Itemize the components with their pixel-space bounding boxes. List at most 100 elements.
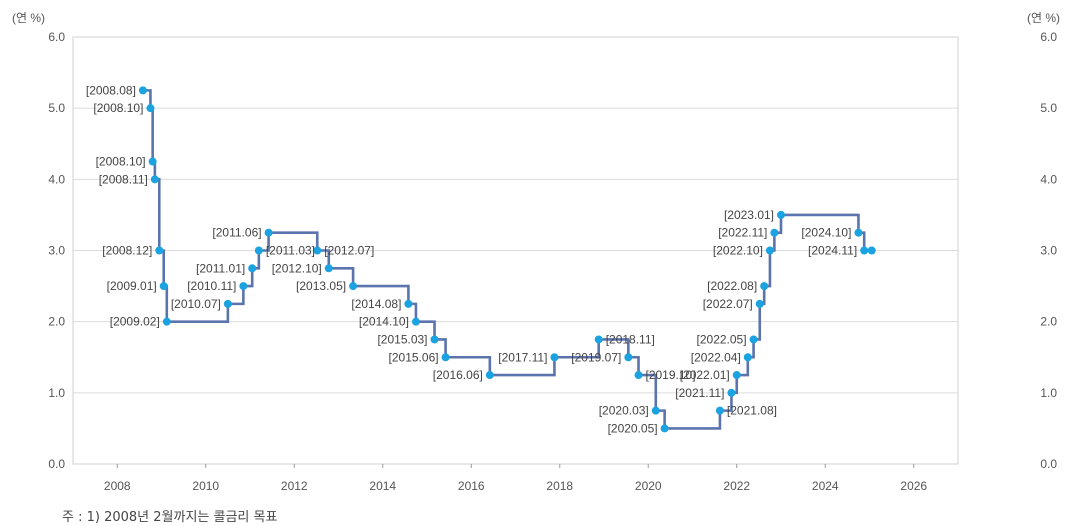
data-point-29 xyxy=(743,353,752,362)
data-point-4 xyxy=(155,246,164,255)
data-point-0 xyxy=(138,86,147,95)
data-label-1: [2008.10] xyxy=(93,101,143,115)
x-tick-6: 2020 xyxy=(635,479,662,493)
data-point-20 xyxy=(550,353,559,362)
data-label-31: [2022.07] xyxy=(703,297,753,311)
y-tick-right-6: 6.0 xyxy=(1040,30,1057,44)
data-point-21 xyxy=(594,335,603,344)
data-label-5: [2009.01] xyxy=(107,279,157,293)
x-tick-4: 2016 xyxy=(458,479,485,493)
y-tick-left-0: 0.0 xyxy=(48,457,65,471)
y-tick-left-3: 3.0 xyxy=(48,244,65,258)
y-tick-left-4: 4.0 xyxy=(48,172,65,186)
data-point-14 xyxy=(349,282,358,291)
data-point-9 xyxy=(248,264,257,273)
data-point-23 xyxy=(634,371,643,380)
data-label-34: [2022.11] xyxy=(718,226,767,240)
data-point-6 xyxy=(162,317,171,326)
data-point-3 xyxy=(150,175,159,184)
x-tick-0: 2008 xyxy=(104,479,131,493)
data-label-21: [2018.11] xyxy=(606,332,655,346)
data-label-30: [2022.05] xyxy=(697,332,747,346)
data-point-10 xyxy=(254,246,263,255)
series-line xyxy=(142,89,872,430)
data-point-12 xyxy=(313,246,322,255)
data-label-23: [2019.10] xyxy=(646,368,696,382)
data-label-12: [2012.07] xyxy=(324,244,374,258)
y-tick-right-0: 0.0 xyxy=(1040,457,1057,471)
data-label-7: [2010.07] xyxy=(171,297,221,311)
data-label-13: [2012.10] xyxy=(272,261,322,275)
y-tick-right-3: 3.0 xyxy=(1040,244,1057,258)
data-label-14: [2013.05] xyxy=(296,279,346,293)
data-label-11: [2011.06] xyxy=(212,226,261,240)
data-point-31 xyxy=(755,299,764,308)
data-label-25: [2020.05] xyxy=(608,421,658,435)
data-point-18 xyxy=(441,353,450,362)
x-tick-5: 2018 xyxy=(546,479,573,493)
data-point-13 xyxy=(324,264,333,273)
plot-frame xyxy=(72,36,959,465)
data-label-20: [2017.11] xyxy=(498,350,547,364)
x-tick-7: 2022 xyxy=(723,479,750,493)
y-tick-left-6: 6.0 xyxy=(48,30,65,44)
right-y-axis: 0.0 1.0 2.0 3.0 4.0 5.0 6.0 xyxy=(1040,30,1057,471)
data-label-37: [2024.11] xyxy=(808,244,857,258)
data-label-26: [2021.08] xyxy=(727,404,777,418)
data-label-32: [2022.08] xyxy=(707,279,757,293)
left-y-axis: 0.0 1.0 2.0 3.0 4.0 5.0 6.0 xyxy=(48,30,65,471)
data-point-38 xyxy=(867,246,876,255)
y-tick-right-2: 2.0 xyxy=(1040,315,1057,329)
data-point-16 xyxy=(411,317,420,326)
data-point-35 xyxy=(777,210,785,219)
data-point-26 xyxy=(715,406,724,415)
data-label-17: [2015.03] xyxy=(377,332,427,346)
y-tick-left-5: 5.0 xyxy=(48,101,65,115)
data-point-5 xyxy=(159,282,168,291)
data-label-15: [2014.08] xyxy=(351,297,401,311)
data-point-17 xyxy=(430,335,439,344)
left-axis-unit: (연 %) xyxy=(12,11,45,25)
point-labels: [2008.08] [2008.10] [2008.10] [2008.11] [200… xyxy=(86,83,857,435)
data-point-36 xyxy=(854,228,863,237)
y-tick-left-2: 2.0 xyxy=(48,315,65,329)
data-point-25 xyxy=(660,424,669,433)
data-label-6: [2009.02] xyxy=(110,315,160,329)
data-point-24 xyxy=(651,406,660,415)
data-label-19: [2016.06] xyxy=(433,368,483,382)
y-tick-right-5: 5.0 xyxy=(1040,101,1057,115)
data-label-2: [2008.10] xyxy=(96,155,146,169)
data-label-3: [2008.11] xyxy=(99,172,148,186)
data-label-9: [2011.01] xyxy=(196,261,245,275)
data-point-34 xyxy=(770,228,779,237)
y-tick-left-1: 1.0 xyxy=(48,386,65,400)
data-label-0: [2008.08] xyxy=(86,83,136,97)
x-tick-1: 2010 xyxy=(192,479,219,493)
data-point-19 xyxy=(485,371,494,380)
data-point-22 xyxy=(624,353,633,362)
data-point-7 xyxy=(223,299,232,308)
x-tick-3: 2014 xyxy=(369,479,396,493)
data-label-16: [2014.10] xyxy=(359,315,409,329)
data-label-35: [2023.01] xyxy=(724,208,774,222)
data-point-27 xyxy=(727,388,736,397)
x-tick-9: 2026 xyxy=(900,479,927,493)
y-tick-right-1: 1.0 xyxy=(1040,386,1057,400)
data-point-15 xyxy=(404,299,413,308)
x-tick-2: 2012 xyxy=(281,479,308,493)
data-point-32 xyxy=(760,282,769,291)
data-point-30 xyxy=(749,335,758,344)
data-label-28: [2022.01] xyxy=(680,368,730,382)
data-label-27: [2021.11] xyxy=(675,386,724,400)
y-tick-right-4: 4.0 xyxy=(1040,172,1057,186)
data-label-24: [2020.03] xyxy=(599,404,649,418)
footnote: 주 : 1) 2008년 2월까지는 콜금리 목표 xyxy=(62,510,278,525)
data-point-33 xyxy=(765,246,774,255)
data-point-28 xyxy=(732,371,741,380)
data-label-8: [2010.11] xyxy=(187,279,236,293)
data-label-33: [2022.10] xyxy=(713,244,763,258)
data-label-36: [2024.10] xyxy=(801,226,851,240)
data-label-10: [2011.03] xyxy=(266,244,315,258)
right-axis-unit: (연 %) xyxy=(1027,11,1060,25)
